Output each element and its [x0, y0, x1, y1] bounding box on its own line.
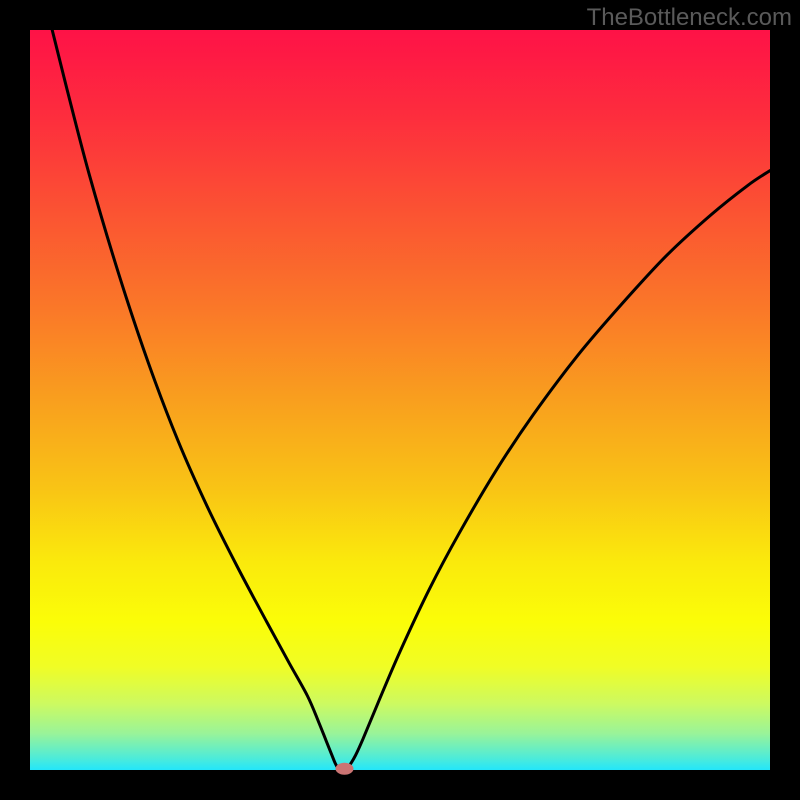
watermark-text: TheBottleneck.com: [587, 4, 792, 32]
bottleneck-curve-chart: [0, 0, 800, 800]
chart-stage: TheBottleneck.com: [0, 0, 800, 800]
optimum-marker: [336, 763, 354, 775]
plot-background-gradient: [30, 30, 770, 770]
